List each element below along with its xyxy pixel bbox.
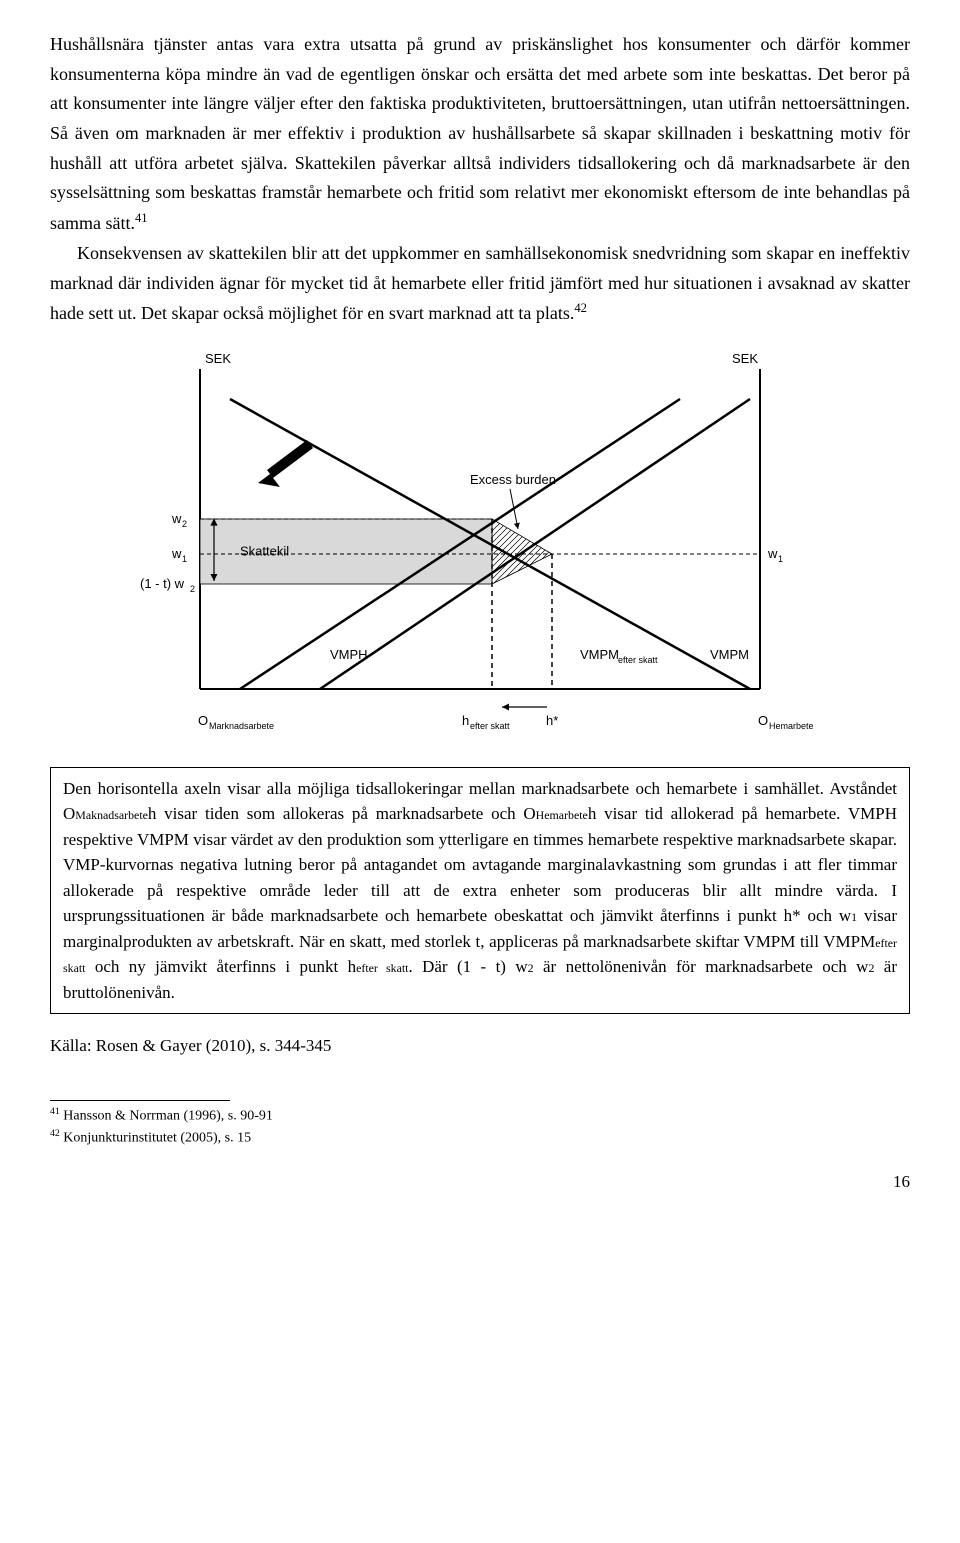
para2-text: Konsekvensen av skattekilen blir att det…: [50, 243, 910, 323]
svg-text:Skattekil: Skattekil: [240, 543, 289, 558]
body-paragraph-1: Hushållsnära tjänster antas vara extra u…: [50, 30, 910, 239]
svg-text:efter skatt: efter skatt: [618, 655, 658, 665]
svg-text:(1 - t) w: (1 - t) w: [140, 576, 185, 591]
svg-text:2: 2: [182, 519, 187, 529]
body-paragraph-2: Konsekvensen av skattekilen blir att det…: [50, 239, 910, 329]
caption-seg: är nettolönenivån för marknadsarbete och…: [534, 957, 869, 976]
economic-diagram: SEKSEKw2w1w1(1 - t) w2SkattekilExcess bu…: [50, 339, 910, 759]
svg-text:VMPH: VMPH: [330, 647, 368, 662]
footnote-num: 42: [50, 1128, 60, 1139]
footnotes-block: 41 Hansson & Norrman (1996), s. 90-91 42…: [50, 1105, 910, 1148]
footnote-text: Konjunkturinstitutet (2005), s. 15: [60, 1130, 251, 1145]
svg-text:1: 1: [182, 554, 187, 564]
svg-text:O: O: [198, 713, 208, 728]
caption-seg: h visar tiden som allokeras på marknadsa…: [148, 804, 536, 823]
svg-text:w: w: [171, 511, 182, 526]
para1-text: Hushållsnära tjänster antas vara extra u…: [50, 34, 910, 233]
svg-text:efter skatt: efter skatt: [470, 721, 510, 731]
figure-caption-box: Den horisontella axeln visar alla möjlig…: [50, 767, 910, 1015]
svg-text:h*: h*: [546, 713, 558, 728]
figure-source: Källa: Rosen & Gayer (2010), s. 344-345: [50, 1032, 910, 1060]
footnote-ref-41: 41: [135, 211, 148, 225]
svg-text:O: O: [758, 713, 768, 728]
page-number: 16: [50, 1168, 910, 1196]
caption-seg: och ny jämvikt återfinns i punkt h: [85, 957, 356, 976]
footnote-text: Hansson & Norrman (1996), s. 90-91: [60, 1109, 273, 1124]
caption-sub: efter skatt: [356, 961, 408, 975]
caption-seg: . Där (1 - t) w: [408, 957, 527, 976]
footnote-num: 41: [50, 1106, 60, 1117]
svg-text:VMPM: VMPM: [710, 647, 749, 662]
svg-text:h: h: [462, 713, 469, 728]
svg-text:w: w: [767, 546, 778, 561]
svg-text:Hemarbete: Hemarbete: [769, 721, 814, 731]
svg-text:Marknadsarbete: Marknadsarbete: [209, 721, 274, 731]
footnote-42: 42 Konjunkturinstitutet (2005), s. 15: [50, 1127, 910, 1148]
footnote-41: 41 Hansson & Norrman (1996), s. 90-91: [50, 1105, 910, 1126]
svg-text:w: w: [171, 546, 182, 561]
svg-text:VMPM: VMPM: [580, 647, 619, 662]
footnote-ref-42: 42: [574, 301, 587, 315]
svg-text:1: 1: [778, 554, 783, 564]
svg-text:SEK: SEK: [205, 351, 231, 366]
svg-text:2: 2: [190, 584, 195, 594]
svg-text:SEK: SEK: [732, 351, 758, 366]
footnote-separator: [50, 1100, 230, 1101]
caption-sub: Maknadsarbete: [75, 808, 148, 822]
svg-text:Excess burden: Excess burden: [470, 472, 556, 487]
caption-sub: Hemarbete: [536, 808, 588, 822]
